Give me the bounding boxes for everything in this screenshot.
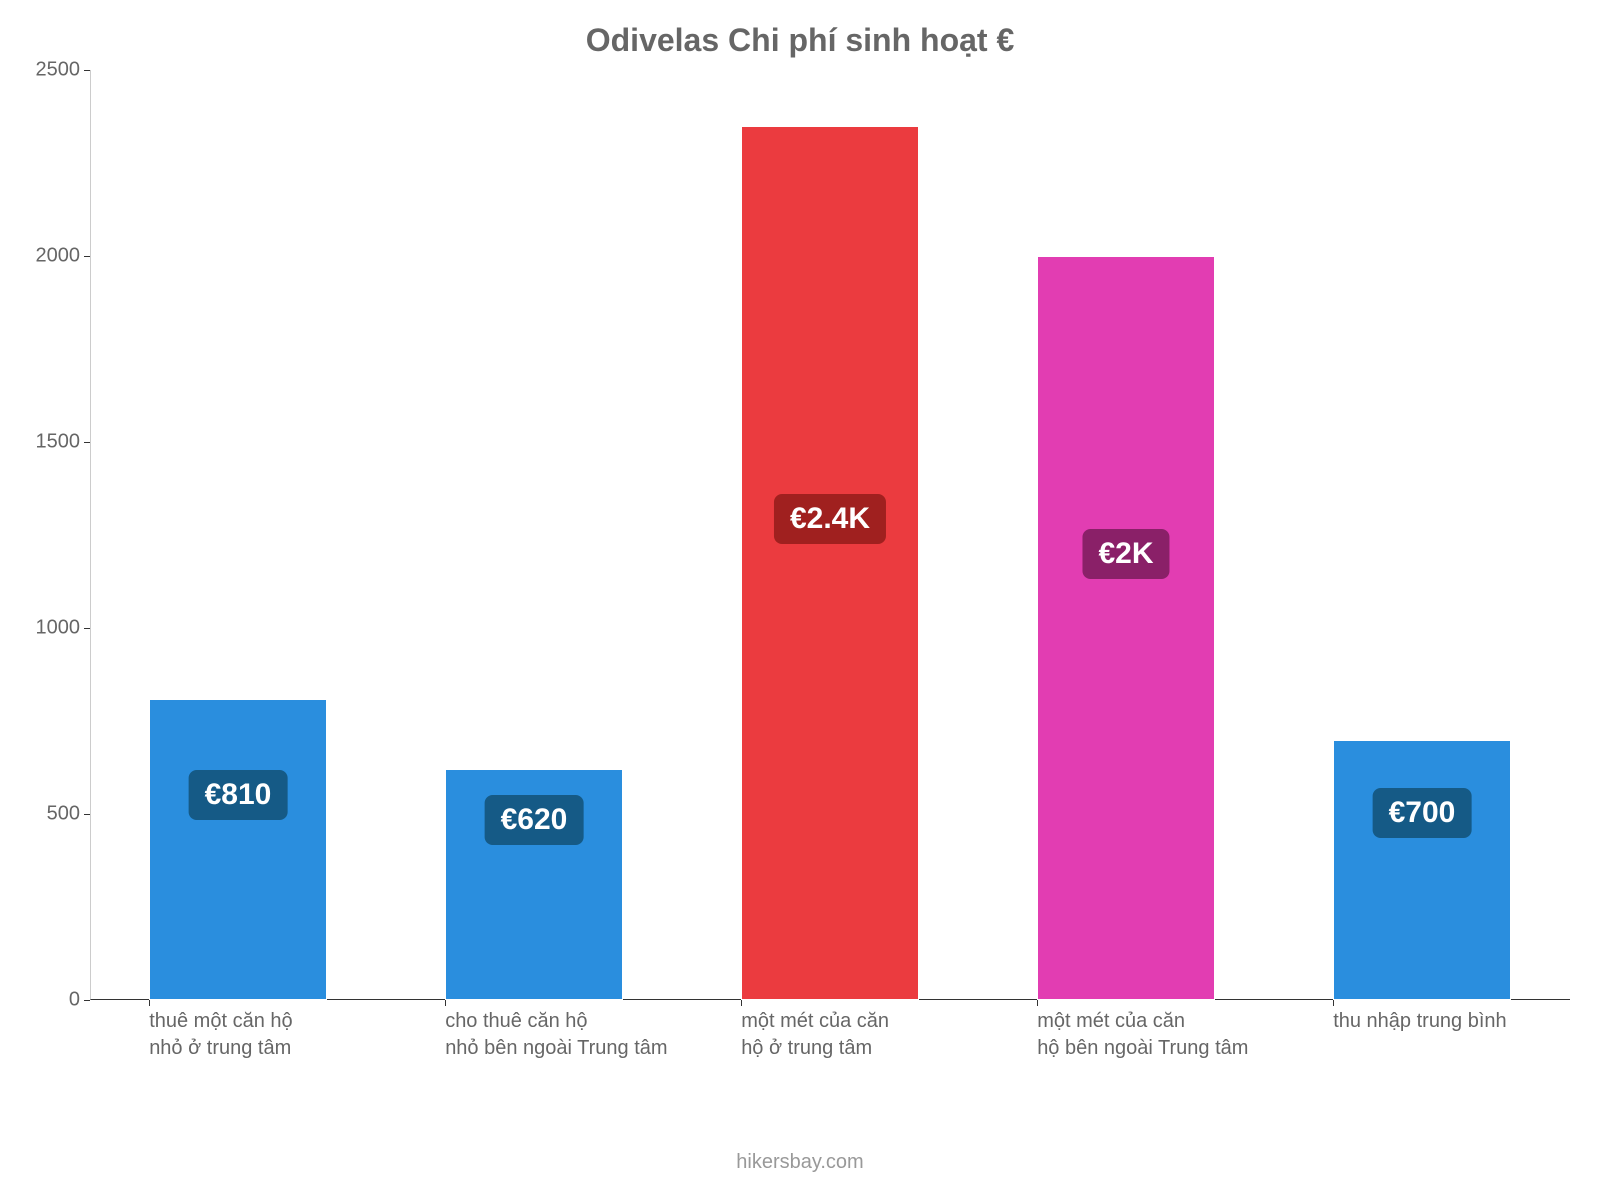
value-badge-avg-income: €700 (1373, 788, 1472, 838)
bar-slot-sqm-center: €2.4K (682, 70, 978, 1000)
y-tick-label: 1500 (10, 431, 80, 454)
value-badge-sqm-outside: €2K (1082, 529, 1169, 579)
x-label-rent-small-center: thuê một căn hộnhỏ ở trung tâm (149, 1008, 387, 1062)
x-tick-mark (445, 1000, 446, 1006)
y-tick-label: 2000 (10, 245, 80, 268)
bar-slot-rent-small-center: €810 (90, 70, 386, 1000)
bar-rent-small-center (149, 699, 327, 1000)
y-tick-label: 500 (10, 803, 80, 826)
bars-layer: €810 €620 €2.4K €2K €700 (90, 70, 1570, 1000)
value-badge-rent-small-outside: €620 (485, 795, 584, 845)
y-tick-label: 2500 (10, 59, 80, 82)
cost-of-living-chart: Odivelas Chi phí sinh hoạt € 0 500 1000 150… (0, 0, 1600, 1200)
bar-avg-income (1333, 740, 1511, 1000)
x-label-avg-income: thu nhập trung bình (1333, 1008, 1571, 1035)
x-tick-mark (1037, 1000, 1038, 1006)
bar-sqm-outside (1037, 256, 1215, 1000)
x-label-sqm-outside: một mét của cănhộ bên ngoài Trung tâm (1037, 1008, 1275, 1062)
bar-sqm-center (741, 126, 919, 1000)
x-tick-mark (741, 1000, 742, 1006)
chart-footer: hikersbay.com (0, 1151, 1600, 1174)
x-axis-labels: thuê một căn hộnhỏ ở trung tâm cho thuê c… (90, 1008, 1570, 1108)
y-tick-mark (84, 1000, 90, 1001)
chart-title: Odivelas Chi phí sinh hoạt € (0, 22, 1600, 59)
value-badge-sqm-center: €2.4K (774, 494, 886, 544)
x-label-rent-small-outside: cho thuê căn hộnhỏ bên ngoài Trung tâm (445, 1008, 683, 1062)
x-tick-mark (1333, 1000, 1334, 1006)
bar-slot-avg-income: €700 (1274, 70, 1570, 1000)
y-tick-label: 1000 (10, 617, 80, 640)
x-tick-mark (149, 1000, 150, 1006)
bar-slot-rent-small-outside: €620 (386, 70, 682, 1000)
bar-slot-sqm-outside: €2K (978, 70, 1274, 1000)
value-badge-rent-small-center: €810 (189, 770, 288, 820)
x-label-sqm-center: một mét của cănhộ ở trung tâm (741, 1008, 979, 1062)
y-tick-label: 0 (10, 989, 80, 1012)
